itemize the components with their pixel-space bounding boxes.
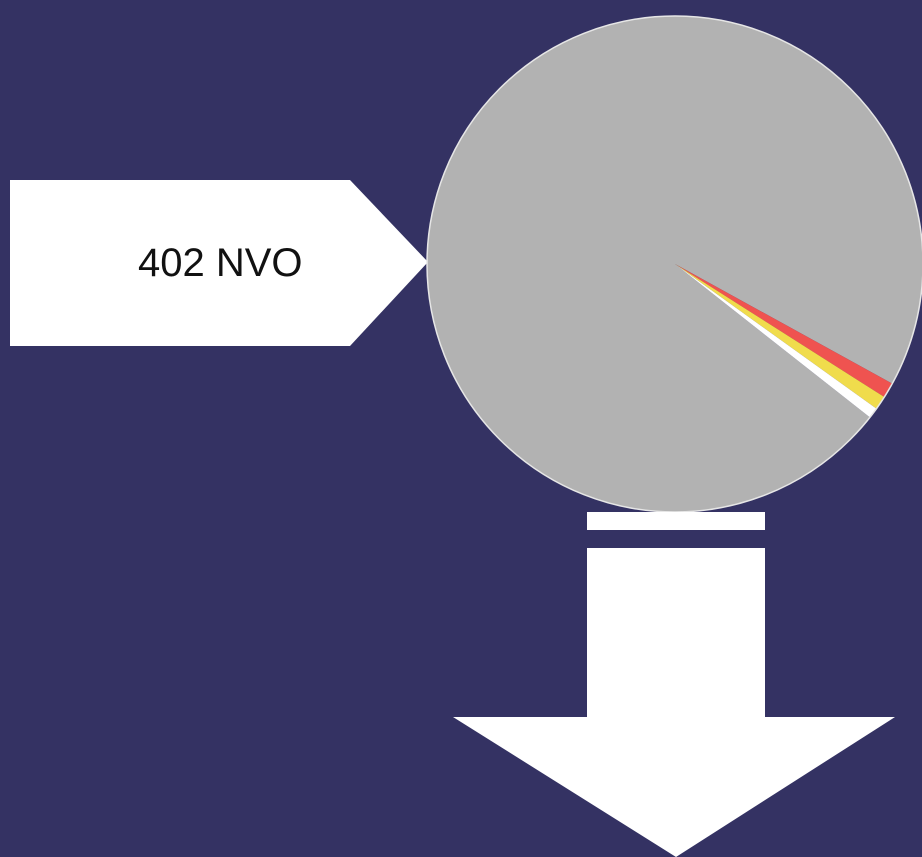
pie-slice-1 [675, 264, 893, 398]
pie-slice-0 [427, 16, 922, 512]
pie-chart [426, 15, 922, 513]
callout-label: 402 NVO [138, 241, 303, 285]
connector-bar [587, 512, 765, 530]
down-arrow-shape [453, 548, 895, 857]
pie-slice-3 [675, 264, 877, 418]
pie-slice-2 [675, 264, 885, 409]
label-callout-shape [10, 180, 428, 346]
